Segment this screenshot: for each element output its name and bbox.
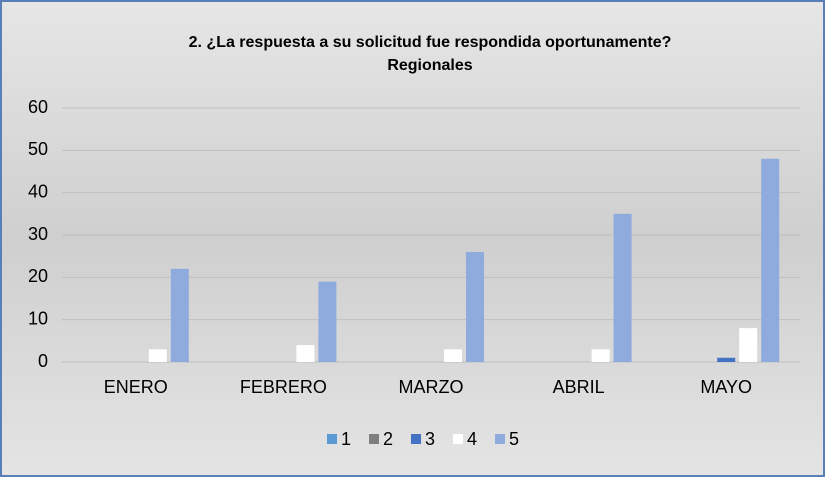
legend-label: 5 (509, 429, 519, 449)
bar (613, 213, 632, 362)
chart-subtitle: Regionales (387, 57, 472, 74)
legend-label: 1 (341, 429, 351, 449)
bar (717, 357, 736, 362)
x-tick-label: ENERO (104, 377, 168, 397)
chart-title: 2. ¿La respuesta a su solicitud fue resp… (189, 34, 672, 51)
y-tick-label: 10 (28, 308, 48, 328)
y-tick-label: 30 (28, 224, 48, 244)
x-tick-label: MAYO (700, 377, 752, 397)
y-tick-label: 40 (28, 181, 48, 201)
legend-swatch (369, 434, 379, 444)
legend-swatch (411, 434, 421, 444)
legend-swatch (495, 434, 505, 444)
bar (761, 158, 780, 362)
bar (444, 349, 462, 362)
x-tick-label: MARZO (399, 377, 464, 397)
legend-swatch (453, 434, 463, 444)
bar (466, 251, 484, 362)
legend-label: 3 (425, 429, 435, 449)
x-tick-label: ABRIL (553, 377, 605, 397)
x-tick-label: FEBRERO (240, 377, 327, 397)
bar (170, 268, 189, 362)
bar (318, 281, 337, 362)
legend-swatch (327, 434, 337, 444)
bar (148, 349, 167, 362)
y-tick-label: 20 (28, 266, 48, 286)
y-tick-label: 50 (28, 139, 48, 159)
y-tick-label: 0 (38, 351, 48, 371)
bar (739, 328, 758, 362)
legend-label: 2 (383, 429, 393, 449)
bar (591, 349, 610, 362)
legend-label: 4 (467, 429, 477, 449)
y-tick-label: 60 (28, 97, 48, 117)
bar (296, 345, 315, 362)
